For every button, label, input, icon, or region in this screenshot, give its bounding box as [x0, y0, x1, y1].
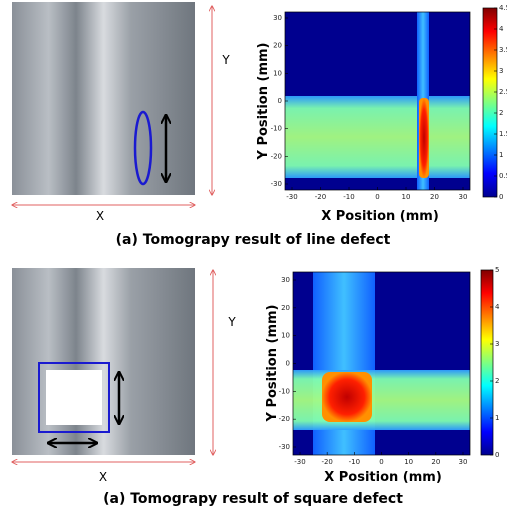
photo-2	[12, 268, 213, 462]
colorbar-tick-label: 1	[495, 414, 499, 422]
y-tick-label: -10	[271, 125, 282, 133]
x-tick-label: -20	[321, 458, 332, 466]
colorbar-tick-label: 4.5	[499, 4, 507, 12]
heatmap-1	[284, 7, 498, 198]
x-tick-label: -30	[286, 193, 297, 201]
y-tick-label: 30	[273, 14, 282, 22]
x-tick-label: -10	[349, 458, 360, 466]
caption: (a) Tomograpy result of square defect	[103, 491, 403, 507]
x-tick-label: -30	[294, 458, 305, 466]
heatmap-2	[292, 269, 494, 456]
x-tick-label: 0	[375, 193, 379, 201]
colorbar-tick-label: 2.5	[499, 88, 507, 96]
y-tick-label: 10	[273, 69, 282, 77]
colorbar-tick-label: 0	[499, 193, 503, 201]
x-tick-label: 30	[459, 458, 468, 466]
x-axis-title: X Position (mm)	[324, 470, 442, 485]
x-tick-label: 30	[459, 193, 468, 201]
colorbar-tick-label: 3	[495, 340, 499, 348]
y-tick-label: 0	[278, 97, 282, 105]
y-tick-label: 20	[273, 42, 282, 50]
colorbar-tick-label: 0	[495, 451, 499, 459]
colorbar-tick-label: 5	[495, 266, 499, 274]
photo-x-label: X	[99, 470, 107, 484]
colorbar-tick-label: 4	[499, 25, 504, 33]
y-axis-title: Y Position (mm)	[256, 43, 271, 161]
x-tick-label: 0	[379, 458, 383, 466]
y-tick-label: -20	[271, 152, 282, 160]
colorbar-tick-label: 1.5	[499, 130, 507, 138]
photo-y-label: Y	[221, 53, 230, 67]
x-tick-label: 20	[431, 458, 440, 466]
colorbar-tick-label: 3	[499, 67, 503, 75]
y-tick-label: -30	[279, 443, 290, 451]
colorbar-tick-label: 2	[495, 377, 499, 385]
y-axis-title: Y Position (mm)	[265, 305, 280, 423]
caption: (a) Tomograpy result of line defect	[116, 232, 391, 248]
x-tick-label: 10	[404, 458, 413, 466]
colorbar-tick-label: 1	[499, 151, 503, 159]
photo-x-label: X	[96, 209, 104, 223]
y-tick-label: -20	[279, 415, 290, 423]
colorbar-tick-label: 0.5	[499, 172, 507, 180]
y-tick-label: 10	[281, 332, 290, 340]
x-tick-label: 10	[402, 193, 411, 201]
photo-1	[12, 2, 212, 205]
x-tick-label: -10	[343, 193, 354, 201]
y-tick-label: 0	[286, 360, 290, 368]
colorbar-tick-label: 4	[495, 303, 500, 311]
x-tick-label: -20	[315, 193, 326, 201]
photo-y-label: Y	[227, 315, 236, 329]
colorbar-tick-label: 3.5	[499, 46, 507, 54]
y-tick-label: -10	[279, 387, 290, 395]
colorbar-tick-label: 2	[499, 109, 503, 117]
x-axis-title: X Position (mm)	[321, 209, 439, 224]
x-tick-label: 20	[430, 193, 439, 201]
y-tick-label: 30	[281, 276, 290, 284]
y-tick-label: 20	[281, 304, 290, 312]
y-tick-label: -30	[271, 180, 282, 188]
